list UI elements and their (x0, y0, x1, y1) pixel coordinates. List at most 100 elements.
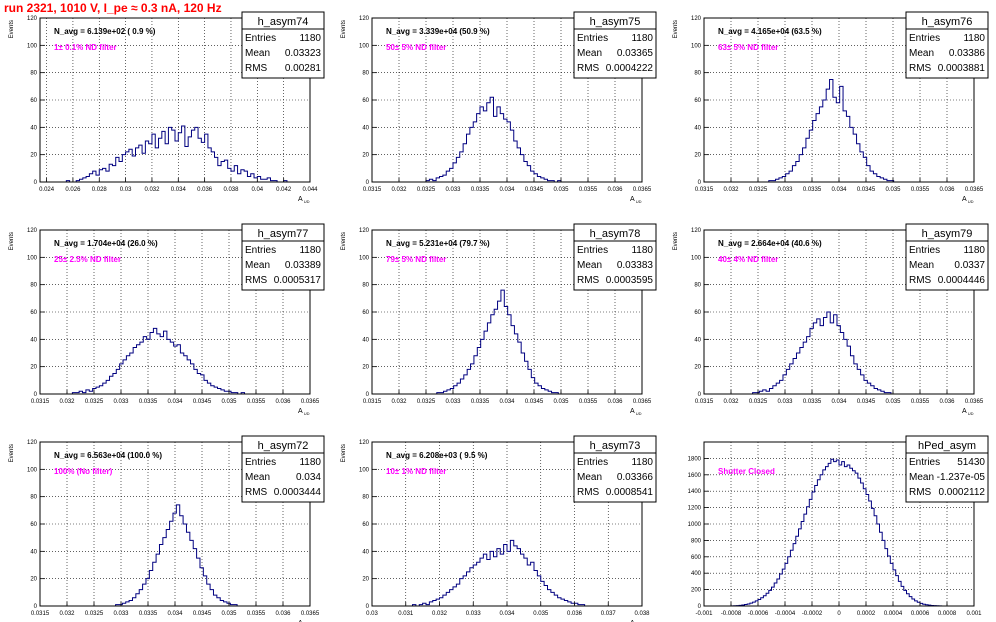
x-tick-label: 0.0365 (633, 399, 652, 405)
histogram-bin (224, 602, 227, 606)
histogram-bin (166, 529, 169, 606)
stats-key-rms: RMS (245, 275, 268, 286)
x-tick-label: 0.036 (939, 187, 955, 193)
x-tick-label: 0.0325 (749, 399, 768, 405)
histogram-bin (210, 590, 213, 606)
histogram-bin (450, 168, 453, 182)
histogram-bin (857, 144, 860, 182)
histogram-bin (487, 103, 490, 182)
navg-label: N_avg = 5.231e+04 (79.7 %) (386, 239, 490, 248)
histogram-bin (527, 166, 530, 182)
stats-value-entries: 1180 (299, 457, 321, 468)
histogram-bin (106, 380, 109, 394)
histogram-bin (773, 386, 776, 394)
stats-key-rms: RMS (245, 487, 268, 498)
histogram-bin (170, 342, 173, 394)
stats-value-rms: 0.0005317 (274, 275, 322, 286)
stats-key-mean: Mean (909, 260, 934, 271)
x-tick-label: 0.035 (221, 611, 237, 617)
x-tick-label: 0.033 (113, 399, 129, 405)
x-tick-label: 0.033 (777, 187, 793, 193)
histogram-bin (143, 337, 146, 394)
histogram-bin (837, 326, 840, 394)
histogram-bin (217, 598, 220, 606)
histogram-bin (218, 389, 221, 394)
y-tick-label: 20 (362, 577, 369, 583)
histogram-bin (157, 334, 160, 394)
x-axis-label: A UD (298, 196, 310, 204)
histogram-bin (874, 516, 877, 606)
histogram-bin (120, 364, 123, 394)
y-tick-label: 0 (698, 604, 702, 610)
x-tick-label: 0.032 (432, 611, 448, 617)
histogram-bin (490, 97, 493, 182)
stats-key-mean: Mean (577, 260, 602, 271)
y-tick-label: 40 (694, 337, 701, 343)
histogram-bin (139, 590, 142, 606)
histogram-bin (813, 121, 816, 183)
histogram-bin (221, 390, 224, 394)
histogram-bin (238, 174, 241, 182)
histogram-bin (831, 459, 834, 606)
histogram-bin (156, 554, 159, 606)
histogram-bin (204, 380, 207, 394)
stats-value-entries: 1180 (963, 33, 985, 44)
stats-box (905, 240, 989, 291)
histogram-bin (183, 524, 186, 606)
y-tick-label: 60 (362, 522, 369, 528)
y-tick-label: 40 (694, 125, 701, 131)
histogram-bin (813, 323, 816, 394)
histogram-bin (96, 175, 99, 182)
x-tick-label: 0.0315 (31, 399, 50, 405)
stats-key-mean: Mean (909, 48, 934, 59)
histogram-bin (785, 563, 788, 606)
histogram-title: hPed_asym (918, 440, 976, 452)
x-tick-label: 0.033 (445, 399, 461, 405)
histogram-bin (500, 114, 503, 182)
stats-box (241, 452, 325, 503)
histogram-bin (160, 337, 163, 394)
filter-label: 1± 0.1% ND filter (54, 43, 117, 52)
histogram-bin (453, 587, 456, 606)
histogram-bin (840, 86, 843, 182)
x-tick-label: 0.035 (885, 399, 901, 405)
histogram-bin (450, 590, 453, 606)
x-tick-label: 0.0004 (884, 611, 903, 617)
stats-key-entries: Entries (577, 245, 608, 256)
stats-box (905, 28, 989, 79)
histogram-bin (521, 353, 524, 394)
histogram-bin (200, 568, 203, 606)
histogram-bin (850, 468, 853, 606)
histogram-bin (809, 499, 812, 606)
histogram-bin (184, 356, 187, 394)
histogram-bin (467, 134, 470, 182)
page-title: run 2321, 1010 V, I_pe ≈ 0.3 nA, 120 Hz (4, 1, 222, 15)
x-tick-label: 0.0335 (139, 399, 158, 405)
histogram-bin (480, 558, 483, 606)
x-tick-label: 0.0345 (525, 187, 544, 193)
histogram-bin (130, 353, 133, 394)
histogram-bin (531, 171, 534, 182)
histogram-bin (537, 177, 540, 182)
x-tick-label: 0.036 (275, 611, 291, 617)
y-axis-label: Events (9, 232, 15, 250)
histogram-bin (804, 514, 807, 606)
histogram-bin (103, 383, 106, 394)
stats-key-rms: RMS (909, 63, 932, 74)
x-tick-label: 0.032 (391, 187, 407, 193)
histogram-bin (198, 138, 201, 182)
stats-key-rms: RMS (245, 63, 268, 74)
histogram-bin (174, 346, 177, 394)
histogram-panel-h_asym78: 0.0315 0.032 0.0325 0.033 0.0335 0.034 0.0345 0… (341, 223, 657, 416)
stats-key-entries: Entries (577, 33, 608, 44)
stats-value-rms: 0.0003881 (938, 63, 986, 74)
histogram-bin (443, 175, 446, 182)
histogram-bin (803, 342, 806, 394)
x-tick-label: 0.0345 (857, 187, 876, 193)
histogram-bin (839, 465, 842, 606)
histogram-title: h_asym77 (258, 228, 309, 240)
histogram-bin (541, 581, 544, 606)
histogram-bin (568, 602, 571, 606)
histogram-bin (885, 549, 888, 606)
y-tick-label: 40 (30, 125, 37, 131)
